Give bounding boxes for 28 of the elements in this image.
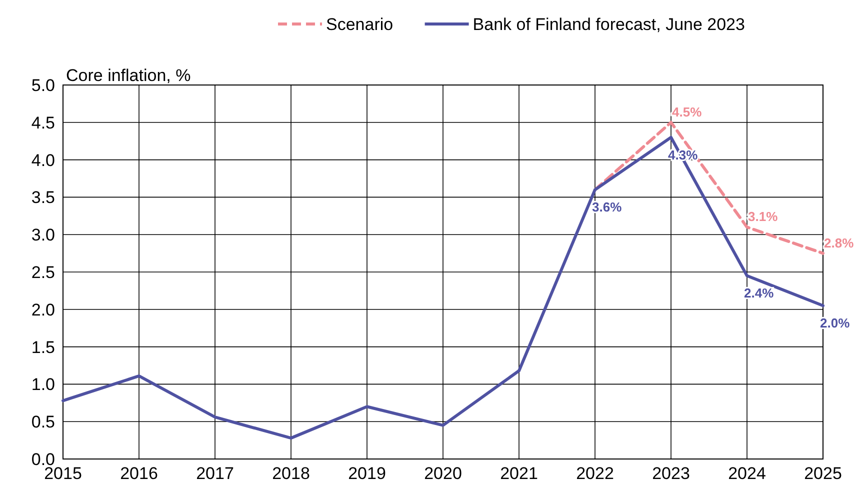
data-label: 2.8% [824,235,854,250]
line-series [594,120,824,255]
x-tick-label: 2023 [652,464,690,483]
y-tick-label: 4.5 [31,113,55,132]
legend-label: Bank of Finland forecast, June 2023 [472,15,745,34]
x-tick-label: 2020 [424,464,462,483]
y-tick-label: 0.5 [31,412,55,432]
data-label: 3.1% [748,209,778,224]
x-tick-label: 2021 [500,464,538,483]
x-tick-label: 2022 [576,464,614,483]
x-tick-label: 2015 [44,464,82,483]
x-tick-label: 2019 [348,464,386,483]
y-tick-label: 3.5 [31,188,55,208]
legend-label: Scenario [326,15,394,34]
x-tick-label: 2016 [120,464,158,483]
x-tick-label: 2025 [804,464,842,483]
y-tick-label: 5.0 [31,76,55,95]
y-tick-label: 2.0 [31,300,55,320]
x-tick-label: 2017 [196,464,234,483]
y-tick-label: 2.5 [31,263,55,282]
data-label: 4.5% [672,104,702,120]
y-axis-title: Core inflation, % [66,66,191,85]
y-tick-label: 4.0 [31,150,55,170]
x-tick-label: 2024 [728,464,766,483]
x-tick-label: 2018 [272,464,310,483]
y-tick-label: 1.5 [31,338,55,357]
y-tick-label: 1.0 [31,375,55,394]
y-tick-label: 3.0 [31,226,55,245]
